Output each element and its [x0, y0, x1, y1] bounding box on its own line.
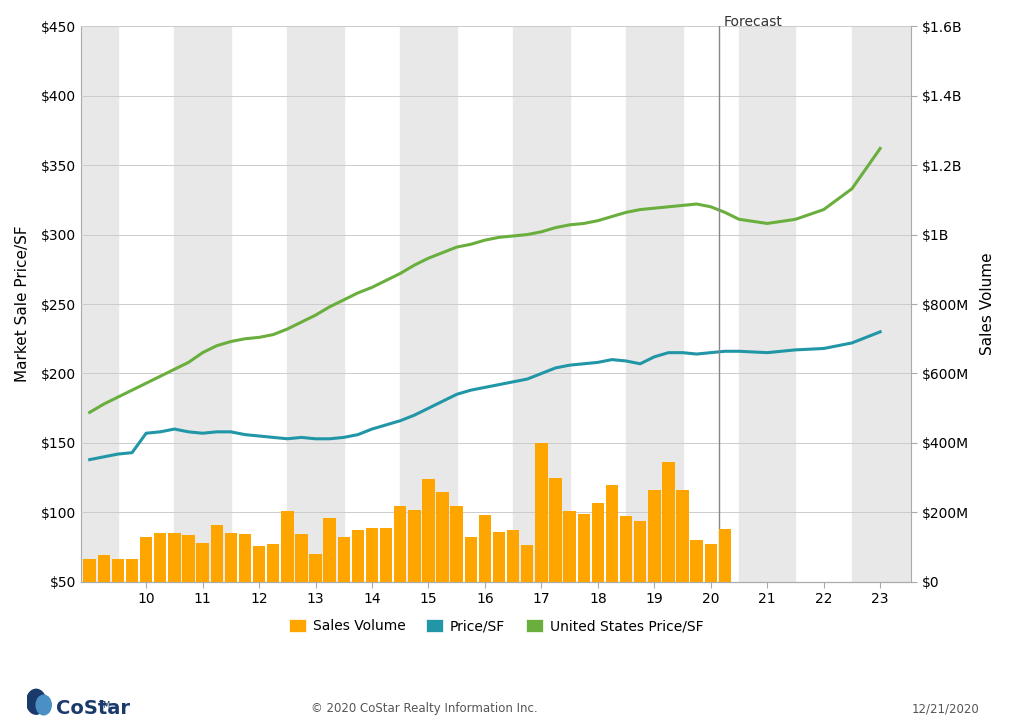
Bar: [210, 525, 223, 582]
Bar: [295, 534, 308, 582]
Bar: [719, 529, 731, 582]
Bar: [549, 478, 562, 582]
Y-axis label: Market Sale Price/SF: Market Sale Price/SF: [15, 225, 30, 382]
Text: 12/21/2020: 12/21/2020: [912, 702, 980, 715]
Bar: [351, 530, 364, 582]
Bar: [281, 510, 294, 582]
Bar: [112, 559, 124, 582]
Bar: [620, 515, 632, 582]
Bar: [323, 518, 336, 582]
Bar: [578, 514, 590, 582]
Bar: [309, 554, 322, 582]
Bar: [408, 510, 420, 582]
Bar: [493, 531, 505, 582]
Bar: [380, 528, 392, 582]
Legend: Sales Volume, Price/SF, United States Price/SF: Sales Volume, Price/SF, United States Pr…: [284, 614, 709, 639]
Bar: [507, 530, 519, 582]
Bar: [691, 540, 703, 582]
Circle shape: [26, 689, 45, 714]
Bar: [592, 503, 604, 582]
Bar: [366, 528, 378, 582]
Bar: [140, 537, 153, 582]
Bar: [337, 537, 350, 582]
Bar: [81, 26, 118, 582]
Bar: [169, 533, 181, 582]
Bar: [705, 544, 717, 582]
Bar: [98, 555, 110, 582]
Bar: [422, 479, 434, 582]
Bar: [852, 26, 911, 582]
Bar: [677, 490, 689, 582]
Bar: [175, 26, 231, 582]
Bar: [564, 510, 576, 582]
Bar: [400, 26, 457, 582]
Y-axis label: Sales Volume: Sales Volume: [980, 253, 995, 356]
Bar: [513, 26, 570, 582]
Bar: [394, 506, 406, 582]
Bar: [450, 506, 463, 582]
Bar: [238, 534, 251, 582]
Circle shape: [36, 695, 52, 715]
Bar: [436, 492, 448, 582]
Bar: [479, 515, 491, 582]
Bar: [535, 443, 547, 582]
Bar: [224, 533, 237, 582]
Bar: [634, 521, 646, 582]
Bar: [126, 559, 138, 582]
Text: © 2020 CoStar Realty Information Inc.: © 2020 CoStar Realty Information Inc.: [311, 702, 537, 715]
Bar: [521, 545, 533, 582]
Bar: [287, 26, 343, 582]
Bar: [196, 543, 209, 582]
Bar: [465, 537, 477, 582]
Bar: [663, 462, 675, 582]
Bar: [606, 485, 618, 582]
Text: CoStar: CoStar: [56, 699, 129, 718]
Bar: [182, 534, 195, 582]
Bar: [84, 559, 96, 582]
Text: TM: TM: [98, 701, 110, 710]
Bar: [626, 26, 683, 582]
Bar: [648, 490, 661, 582]
Bar: [267, 545, 280, 582]
Bar: [252, 546, 266, 582]
Text: Forecast: Forecast: [724, 15, 783, 29]
Bar: [739, 26, 796, 582]
Bar: [155, 533, 167, 582]
